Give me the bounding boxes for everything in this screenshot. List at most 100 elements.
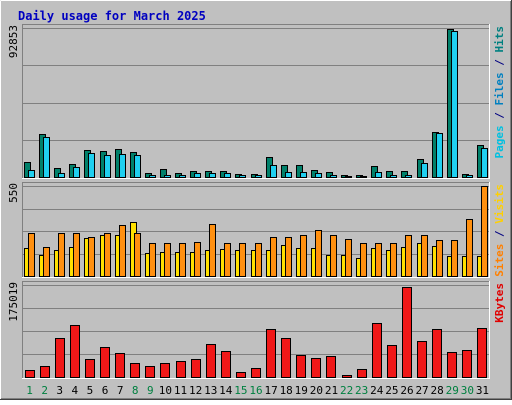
day-label-4: 4 (72, 384, 79, 397)
bar-sites-sites-day-29 (451, 240, 458, 277)
panel-kbytes-max-label: 175019 (7, 282, 20, 322)
bar-sites-sites-day-28 (436, 240, 443, 277)
bar-sites-sites-day-2 (43, 247, 50, 277)
panel-hits-label-part-0: Pages (493, 125, 506, 158)
bar-sites-sites-day-31 (481, 186, 488, 277)
bar-sites-sites-day-3 (58, 233, 65, 277)
bar-kbytes-kbytes-day-18 (281, 338, 291, 378)
bar-sites-sites-day-7 (119, 225, 126, 277)
bar-hits-files-day-5 (88, 153, 95, 178)
bar-hits-files-day-6 (104, 155, 111, 178)
bar-hits-files-day-8 (134, 155, 141, 178)
bar-hits-files-day-12 (194, 173, 201, 178)
bar-sites-sites-day-24 (375, 243, 382, 277)
bar-hits-files-day-3 (58, 173, 65, 178)
bar-kbytes-kbytes-day-22 (342, 375, 352, 378)
day-label-26: 26 (400, 384, 413, 397)
day-label-27: 27 (415, 384, 428, 397)
panel-hits-label-part-4: Hits (493, 26, 506, 53)
panel-sites-label-part-1: / (493, 224, 506, 244)
bar-hits-files-day-16 (255, 175, 262, 178)
bar-sites-sites-day-10 (164, 243, 171, 277)
bar-kbytes-kbytes-day-7 (115, 353, 125, 378)
panel-hits-label-part-3: / (493, 53, 506, 73)
day-label-8: 8 (132, 384, 139, 397)
bar-sites-sites-day-26 (405, 235, 412, 277)
day-label-28: 28 (431, 384, 444, 397)
bar-sites-sites-day-23 (360, 243, 367, 277)
day-label-12: 12 (189, 384, 202, 397)
bar-kbytes-kbytes-day-26 (402, 287, 412, 378)
bar-sites-sites-day-8 (134, 233, 141, 277)
chart-title: Daily usage for March 2025 (18, 9, 206, 23)
bar-sites-sites-day-21 (330, 235, 337, 277)
panel-sites: 550 Sites / Visits (7, 182, 506, 278)
bar-hits-hits-day-10 (160, 169, 167, 178)
chart-panels: 92853 Pages / Files / Hits 550 Sites / Visi… (7, 24, 506, 379)
day-label-7: 7 (117, 384, 124, 397)
bar-kbytes-kbytes-day-31 (477, 328, 487, 378)
bar-hits-files-day-17 (270, 165, 277, 178)
bar-kbytes-kbytes-day-17 (266, 329, 276, 378)
bar-sites-sites-day-11 (179, 243, 186, 277)
bar-kbytes-kbytes-day-14 (221, 351, 231, 378)
bar-hits-files-day-14 (224, 173, 231, 178)
bar-sites-sites-day-27 (421, 235, 428, 277)
bar-sites-sites-day-12 (194, 242, 201, 277)
bar-hits-hits-day-19 (296, 165, 303, 178)
panel-sites-label-part-0: Sites (493, 244, 506, 277)
bar-hits-files-day-19 (300, 172, 307, 178)
day-label-10: 10 (159, 384, 172, 397)
bar-hits-files-day-2 (43, 137, 50, 178)
bar-hits-files-day-7 (119, 154, 126, 178)
day-label-30: 30 (461, 384, 474, 397)
bar-kbytes-kbytes-day-11 (176, 361, 186, 378)
bar-hits-files-day-1 (28, 170, 35, 178)
panel-kbytes-series-label: KBytes (493, 283, 506, 323)
day-label-20: 20 (310, 384, 323, 397)
bar-kbytes-kbytes-day-3 (55, 338, 65, 378)
day-label-24: 24 (370, 384, 384, 397)
day-label-5: 5 (87, 384, 94, 397)
day-label-13: 13 (204, 384, 217, 397)
bar-kbytes-kbytes-day-27 (417, 341, 427, 378)
bar-hits-files-day-26 (405, 175, 412, 178)
panel-sites-label-part-2: Visits (493, 184, 506, 224)
bar-hits-files-day-9 (149, 175, 156, 178)
bar-kbytes-kbytes-day-29 (447, 352, 457, 378)
bar-hits-hits-day-25 (386, 171, 393, 178)
day-label-23: 23 (355, 384, 368, 397)
bar-sites-sites-day-1 (28, 233, 35, 277)
bar-kbytes-kbytes-day-23 (357, 369, 367, 378)
bar-kbytes-kbytes-day-6 (100, 347, 110, 378)
day-label-19: 19 (295, 384, 308, 397)
bar-kbytes-kbytes-day-8 (130, 363, 140, 378)
day-label-29: 29 (446, 384, 459, 397)
bar-hits-files-day-27 (421, 163, 428, 178)
bar-hits-files-day-11 (179, 175, 186, 178)
bar-sites-sites-day-17 (270, 237, 277, 277)
day-label-1: 1 (26, 384, 33, 397)
day-label-15: 15 (234, 384, 247, 397)
bar-sites-sites-day-15 (239, 243, 246, 277)
bar-sites-sites-day-25 (390, 243, 397, 277)
bar-kbytes-kbytes-day-10 (160, 363, 170, 378)
bar-sites-sites-day-16 (255, 243, 262, 277)
bar-kbytes-kbytes-day-4 (70, 325, 80, 378)
bar-sites-sites-day-19 (300, 235, 307, 277)
day-label-17: 17 (264, 384, 277, 397)
bar-hits-files-day-24 (375, 172, 382, 178)
day-label-16: 16 (249, 384, 262, 397)
bar-hits-hits-day-18 (281, 165, 288, 178)
day-label-18: 18 (280, 384, 293, 397)
panel-hits-label-part-2: Files (493, 72, 506, 105)
bar-kbytes-kbytes-day-20 (311, 358, 321, 378)
bar-kbytes-kbytes-day-21 (326, 356, 336, 378)
bar-sites-sites-day-13 (209, 224, 216, 277)
bar-kbytes-kbytes-day-9 (145, 366, 155, 378)
bar-sites-sites-day-14 (224, 243, 231, 277)
day-label-2: 2 (41, 384, 48, 397)
bar-hits-files-day-21 (330, 175, 337, 178)
bar-kbytes-kbytes-day-16 (251, 368, 261, 378)
